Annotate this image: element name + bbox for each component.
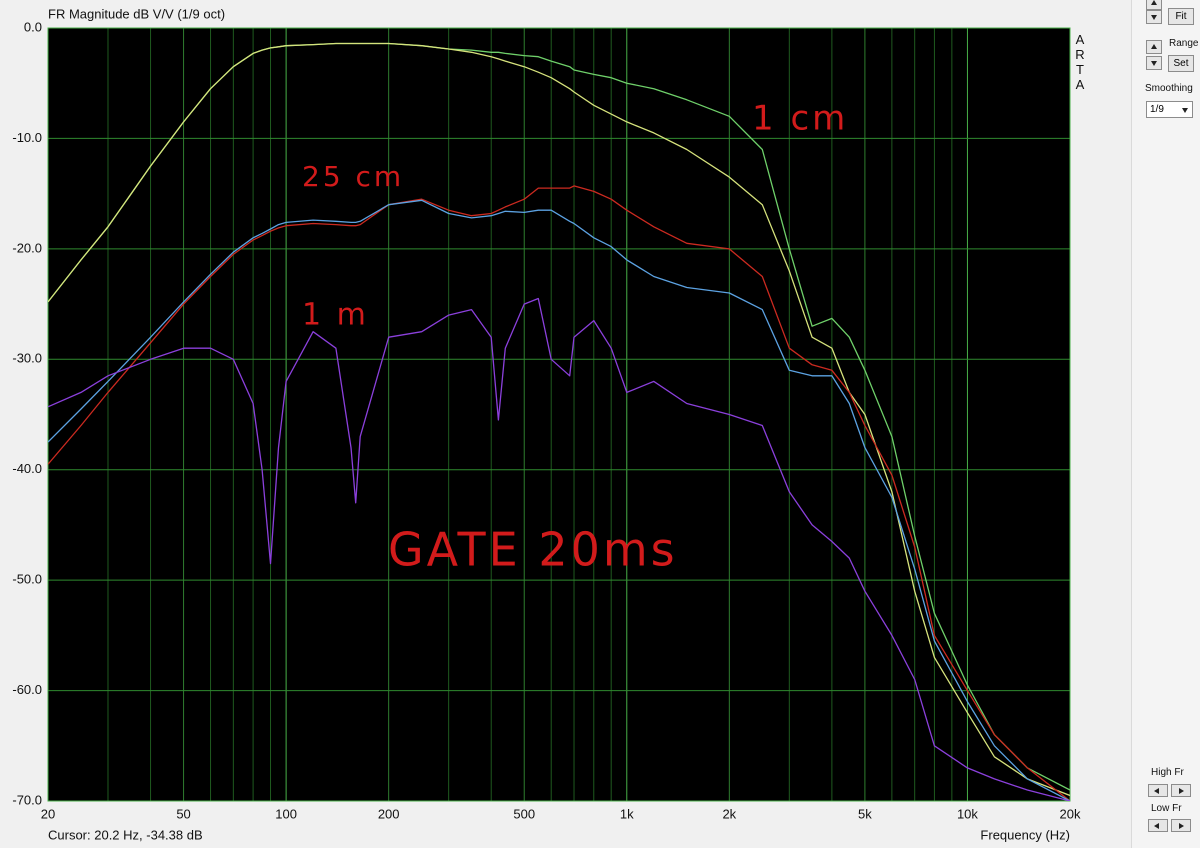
x-tick-label: 1k	[620, 806, 634, 821]
high-fr-label: High Fr	[1151, 767, 1184, 778]
x-tick-label: 20	[41, 806, 55, 821]
range-up[interactable]	[1146, 40, 1162, 54]
smoothing-value: 1/9	[1150, 104, 1164, 115]
x-tick-label: 50	[176, 806, 190, 821]
chart: FR Magnitude dB V/V (1/9 oct) ARTA Curso…	[12, 6, 1088, 842]
low-fr-right[interactable]	[1171, 819, 1191, 832]
control-panel: Fit Range Set Smoothing 1/9 High Fr Low …	[1131, 0, 1200, 848]
y-tick-label: -10.0	[12, 130, 42, 145]
x-tick-label: 200	[378, 806, 400, 821]
annotation: 1 m	[302, 298, 369, 333]
series-line	[48, 42, 1070, 797]
set-button[interactable]: Set	[1168, 55, 1194, 72]
annotation: 25 cm	[302, 160, 404, 193]
smoothing-select[interactable]: 1/9	[1146, 101, 1193, 118]
x-tick-label: 5k	[858, 806, 872, 821]
fit-button[interactable]: Fit	[1168, 8, 1194, 25]
plot-area	[48, 28, 1070, 801]
chart-title: FR Magnitude dB V/V (1/9 oct)	[48, 6, 225, 21]
y-tick-label: -20.0	[12, 240, 42, 255]
x-tick-label: 100	[275, 806, 297, 821]
series-line	[48, 199, 1070, 801]
range-label: Range	[1169, 38, 1199, 49]
brand-label: ARTA	[1073, 32, 1088, 92]
y-tick-label: -50.0	[12, 572, 42, 587]
annotation: GATE 20ms	[388, 523, 678, 577]
x-tick-label: 20k	[1060, 806, 1081, 821]
high-fr-left[interactable]	[1148, 784, 1168, 797]
y-tick-label: -30.0	[12, 351, 42, 366]
low-fr-left[interactable]	[1148, 819, 1168, 832]
low-fr-label: Low Fr	[1151, 803, 1182, 814]
x-tick-label: 10k	[957, 806, 978, 821]
y-tick-label: -40.0	[12, 461, 42, 476]
plot-frame	[47, 27, 1071, 802]
y-tick-label: -70.0	[12, 792, 42, 807]
series-line	[48, 297, 1070, 801]
y-tick-label: 0.0	[24, 19, 42, 34]
dropdown-arrow	[1182, 108, 1188, 113]
x-tick-label: 2k	[722, 806, 736, 821]
x-tick-label: 500	[513, 806, 535, 821]
cursor-readout: Cursor: 20.2 Hz, -34.38 dB	[48, 827, 203, 842]
x-axis-label: Frequency (Hz)	[980, 827, 1070, 842]
spin-up[interactable]	[1146, 0, 1162, 10]
series-line	[48, 185, 1070, 801]
spin-down[interactable]	[1146, 10, 1162, 24]
y-tick-label: -60.0	[12, 682, 42, 697]
range-down[interactable]	[1146, 56, 1162, 70]
high-fr-right[interactable]	[1171, 784, 1191, 797]
annotation: 1 cm	[752, 99, 848, 139]
smoothing-label: Smoothing	[1145, 83, 1193, 94]
